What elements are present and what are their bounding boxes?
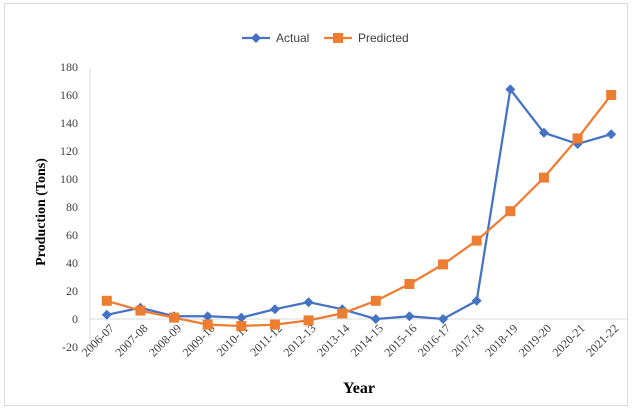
data-point-actual	[471, 295, 482, 306]
y-tick-label: 160	[60, 88, 78, 102]
x-axis-ticks: 2006-072007-082008-092009-102010-112011-…	[79, 321, 622, 359]
y-tick-label: 100	[60, 172, 78, 186]
data-point-actual	[269, 304, 280, 315]
data-point-actual	[505, 84, 516, 95]
x-tick-label: 2019-20	[516, 321, 554, 359]
y-tick-label: 140	[60, 116, 78, 130]
y-tick-label: 120	[60, 144, 78, 158]
data-point-predicted	[370, 295, 381, 306]
data-point-actual	[101, 309, 112, 320]
data-point-predicted	[169, 312, 180, 323]
data-point-predicted	[471, 235, 482, 246]
data-point-predicted	[572, 133, 583, 144]
x-axis-label: Year	[343, 380, 375, 397]
data-point-predicted	[202, 319, 213, 330]
x-tick-label: 2015-16	[381, 321, 419, 359]
x-tick-label: 2014-15	[348, 321, 386, 359]
x-tick-label: 2007-08	[112, 321, 150, 359]
x-tick-label: 2016-17	[415, 321, 453, 359]
series-line-predicted	[106, 94, 613, 328]
y-axis-ticks: -20 0 20 40 60 80 100 120 140 160 180	[60, 60, 78, 354]
data-point-predicted	[538, 172, 549, 183]
y-axis-label: Production (Tons)	[34, 158, 49, 266]
data-point-predicted	[303, 315, 314, 326]
data-point-predicted	[337, 308, 348, 319]
x-tick-label: 2012-13	[281, 321, 319, 359]
legend-label-actual: Actual	[276, 31, 309, 45]
data-point-predicted	[505, 206, 516, 217]
legend-marker-actual	[251, 33, 261, 43]
chart-frame	[4, 3, 628, 406]
y-tick-label: 80	[66, 200, 78, 214]
y-tick-label: 0	[72, 312, 78, 326]
data-point-actual	[404, 311, 415, 322]
data-point-predicted	[269, 319, 280, 330]
y-tick-label: 20	[66, 284, 78, 298]
x-tick-label: 2018-19	[482, 321, 520, 359]
data-point-actual	[202, 311, 213, 322]
data-point-actual	[303, 297, 314, 308]
x-tick-label: 2013-14	[314, 321, 352, 359]
data-point-predicted	[135, 305, 146, 316]
legend-marker-predicted	[333, 33, 343, 43]
y-tick-label: 180	[60, 60, 78, 74]
legend-label-predicted: Predicted	[358, 31, 409, 45]
x-tick-label: 2021-22	[583, 321, 621, 359]
x-tick-label: 2008-09	[146, 321, 184, 359]
data-point-predicted	[438, 259, 449, 270]
data-point-predicted	[404, 279, 415, 289]
data-point-actual	[236, 312, 247, 323]
data-point-predicted	[606, 90, 617, 100]
y-tick-label: 60	[66, 228, 78, 242]
y-tick-label: 40	[66, 256, 78, 270]
data-point-predicted	[236, 321, 247, 331]
series-line-actual	[106, 86, 612, 321]
legend: Actual Predicted	[242, 31, 409, 45]
series-layer	[101, 84, 617, 331]
y-tick-label: -20	[62, 340, 78, 354]
x-tick-label: 2006-07	[79, 321, 117, 359]
x-tick-label: 2020-21	[550, 321, 588, 359]
data-point-actual	[438, 314, 449, 324]
data-point-predicted	[101, 295, 112, 306]
data-point-actual	[370, 314, 381, 324]
data-point-actual	[606, 129, 617, 140]
data-point-actual	[538, 127, 549, 138]
x-tick-label: 2017-18	[449, 321, 487, 359]
axes	[89, 68, 628, 347]
